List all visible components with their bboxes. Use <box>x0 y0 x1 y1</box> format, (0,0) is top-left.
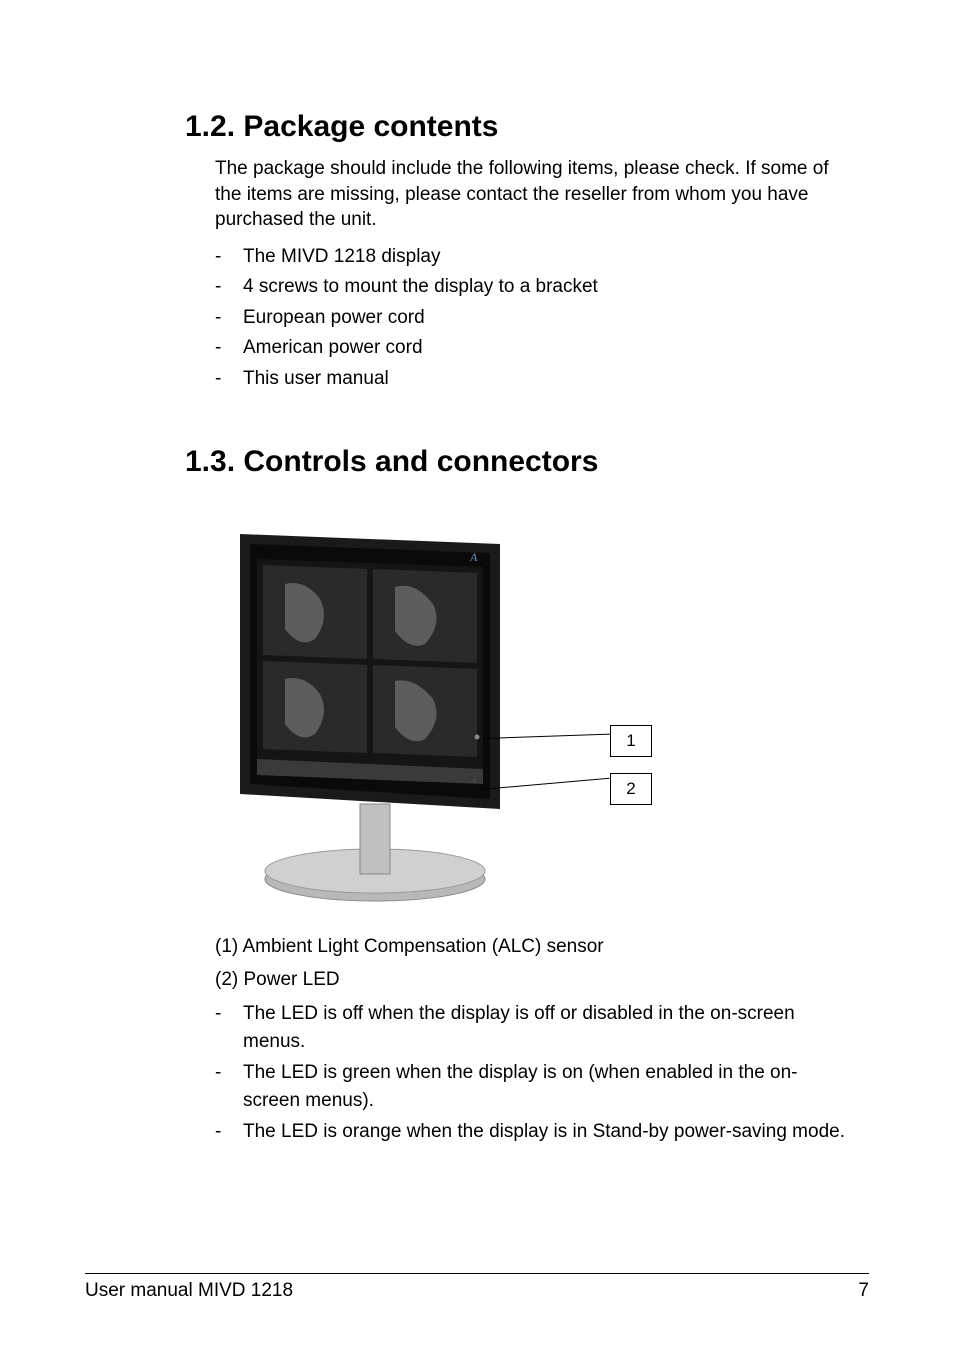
bullet-dash-icon: - <box>215 365 243 394</box>
bullet-dash-icon: - <box>215 1059 243 1116</box>
callout-box-1: 1 <box>610 725 652 757</box>
list-item: - The MIVD 1218 display <box>215 243 849 272</box>
list-item-text: The LED is off when the display is off o… <box>243 1000 849 1057</box>
list-item: - The LED is green when the display is o… <box>215 1059 849 1116</box>
monitor-illustration: A <box>215 509 675 909</box>
section-heading-1-3: 1.3. Controls and connectors <box>185 445 869 479</box>
list-item-text: 4 screws to mount the display to a brack… <box>243 273 849 302</box>
callout-box-2: 2 <box>610 773 652 805</box>
numbered-item-1: (1) Ambient Light Compensation (ALC) sen… <box>215 934 849 961</box>
list-item-text: European power cord <box>243 304 849 333</box>
list-item: - American power cord <box>215 334 849 363</box>
svg-text:A: A <box>469 550 478 564</box>
list-item: - The LED is off when the display is off… <box>215 1000 849 1057</box>
list-item: - The LED is orange when the display is … <box>215 1118 849 1147</box>
bullet-dash-icon: - <box>215 334 243 363</box>
list-item-text: American power cord <box>243 334 849 363</box>
list-item-text: The LED is green when the display is on … <box>243 1059 849 1116</box>
footer-left: User manual MIVD 1218 <box>85 1280 293 1302</box>
bullet-dash-icon: - <box>215 1000 243 1057</box>
monitor-figure: A 1 2 <box>215 509 675 909</box>
bullet-dash-icon: - <box>215 273 243 302</box>
list-item-text: The LED is orange when the display is in… <box>243 1118 849 1147</box>
intro-paragraph-1-2: The package should include the following… <box>215 156 849 233</box>
page-footer: User manual MIVD 1218 7 <box>85 1273 869 1302</box>
list-item: - 4 screws to mount the display to a bra… <box>215 273 849 302</box>
list-item-text: This user manual <box>243 365 849 394</box>
section-heading-1-2: 1.2. Package contents <box>185 110 869 144</box>
list-item-text: The MIVD 1218 display <box>243 243 849 272</box>
bullet-dash-icon: - <box>215 304 243 333</box>
footer-page-number: 7 <box>858 1280 869 1302</box>
package-contents-list: - The MIVD 1218 display - 4 screws to mo… <box>215 243 849 394</box>
led-states-list: - The LED is off when the display is off… <box>215 1000 849 1147</box>
list-item: - This user manual <box>215 365 849 394</box>
numbered-item-2: (2) Power LED <box>215 967 849 994</box>
bullet-dash-icon: - <box>215 243 243 272</box>
bullet-dash-icon: - <box>215 1118 243 1147</box>
list-item: - European power cord <box>215 304 849 333</box>
